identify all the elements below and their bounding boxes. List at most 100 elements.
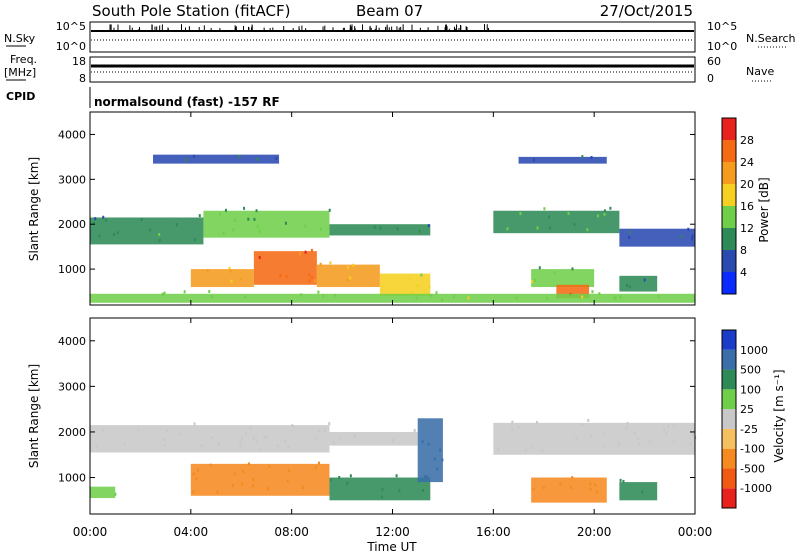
heatmap-speck [691, 433, 694, 437]
heatmap-speck [322, 294, 325, 298]
heatmap-cell [379, 273, 431, 297]
colorbar-tick-label: 12 [740, 222, 754, 235]
heatmap-speck [571, 267, 574, 271]
heatmap-speck [229, 269, 232, 273]
heatmap-speck [346, 481, 349, 485]
heatmap-speck [435, 291, 438, 295]
heatmap-speck [95, 444, 98, 448]
x-tick-label: 12:00 [375, 525, 410, 539]
heatmap-speck [318, 461, 321, 465]
colorbar-swatch [722, 409, 736, 429]
heatmap-speck [224, 208, 227, 212]
colorbar-tick-label: -100 [740, 443, 765, 456]
heatmap-speck [193, 422, 196, 426]
heatmap-speck [319, 227, 322, 231]
nsky-panel-frame [89, 21, 696, 53]
heatmap-speck [573, 222, 576, 226]
heatmap-speck [542, 486, 545, 490]
cpid-text: normalsound (fast) -157 RF [94, 95, 280, 109]
heatmap-speck [398, 489, 401, 493]
heatmap-speck [590, 156, 593, 160]
beam-title: Beam 07 [356, 2, 423, 20]
y-tick-label: 1000 [58, 472, 86, 485]
heatmap-speck [629, 230, 632, 234]
heatmap-speck [329, 261, 332, 265]
heatmap-speck [532, 158, 535, 162]
colorbar-swatch [722, 330, 736, 350]
colorbar-swatch [722, 206, 736, 228]
heatmap-speck [587, 418, 590, 422]
heatmap-speck [575, 436, 578, 440]
heatmap-speck [349, 474, 352, 478]
heatmap-speck [373, 225, 376, 229]
heatmap-speck [430, 293, 433, 297]
heatmap-speck [192, 490, 195, 494]
heatmap-speck [328, 208, 331, 212]
heatmap-speck [531, 280, 534, 284]
heatmap-speck [308, 279, 311, 283]
heatmap-speck [380, 495, 383, 499]
heatmap-speck [116, 231, 119, 235]
heatmap-cell [619, 482, 658, 501]
heatmap-speck [198, 214, 201, 218]
time-axis: 00:00 04:00 08:00 12:00 16:00 20:00 00:00 [73, 112, 712, 539]
heatmap-speck [553, 271, 556, 275]
colorbar-tick-label: -500 [740, 462, 765, 475]
heatmap-speck [243, 206, 246, 210]
heatmap-speck [299, 252, 302, 256]
heatmap-speck [536, 226, 539, 230]
heatmap-speck [218, 442, 221, 446]
heatmap-speck [637, 442, 640, 446]
heatmap-speck [323, 429, 326, 433]
heatmap-speck [304, 250, 307, 254]
heatmap-speck [163, 444, 166, 448]
heatmap-speck [453, 294, 456, 298]
heatmap-speck [284, 221, 287, 225]
colorbar-tick-label: 8 [740, 244, 747, 257]
heatmap-cell [316, 264, 380, 288]
date-title: 27/Oct/2015 [600, 2, 693, 20]
heatmap-speck [102, 428, 105, 432]
heatmap-speck [538, 266, 541, 270]
heatmap-speck [519, 212, 522, 216]
heatmap-cell [190, 463, 330, 496]
heatmap-speck [428, 285, 431, 289]
y-tick-label: 3000 [58, 173, 86, 186]
heatmap-speck [589, 482, 592, 486]
heatmap-speck [218, 212, 221, 216]
heatmap-speck [239, 445, 242, 449]
heatmap-speck [436, 467, 439, 471]
nsky-tick-top: 10^5 [56, 20, 86, 33]
heatmap-speck [618, 441, 621, 445]
heatmap-speck [581, 155, 584, 159]
heatmap-speck [252, 436, 255, 440]
heatmap-speck [672, 440, 675, 444]
heatmap-speck [247, 462, 250, 466]
heatmap-speck [178, 432, 181, 436]
heatmap-speck [300, 293, 303, 297]
heatmap-speck [98, 234, 101, 238]
colorbar-tick-label: 24 [740, 156, 754, 169]
heatmap-speck [279, 273, 282, 277]
heatmap-speck [317, 290, 320, 294]
heatmap-speck [210, 435, 213, 439]
heatmap-speck [415, 296, 418, 300]
heatmap-speck [603, 209, 606, 213]
heatmap-speck [330, 478, 333, 482]
heatmap-speck [687, 227, 690, 231]
heatmap-speck [94, 217, 97, 221]
colorbar-swatch [722, 228, 736, 250]
heatmap-cell [329, 477, 431, 501]
heatmap-speck [691, 234, 694, 238]
heatmap-speck [319, 262, 322, 266]
colorbar-tick-label: 500 [740, 364, 761, 377]
heatmap-speck [626, 422, 629, 426]
heatmap-speck [256, 157, 259, 161]
heatmap-speck [276, 444, 279, 448]
heatmap-speck [637, 436, 640, 440]
freq-panel-frame [89, 56, 696, 83]
heatmap-speck [532, 487, 535, 491]
nave-label: Nave [746, 65, 774, 78]
heatmap-speck [239, 441, 242, 445]
